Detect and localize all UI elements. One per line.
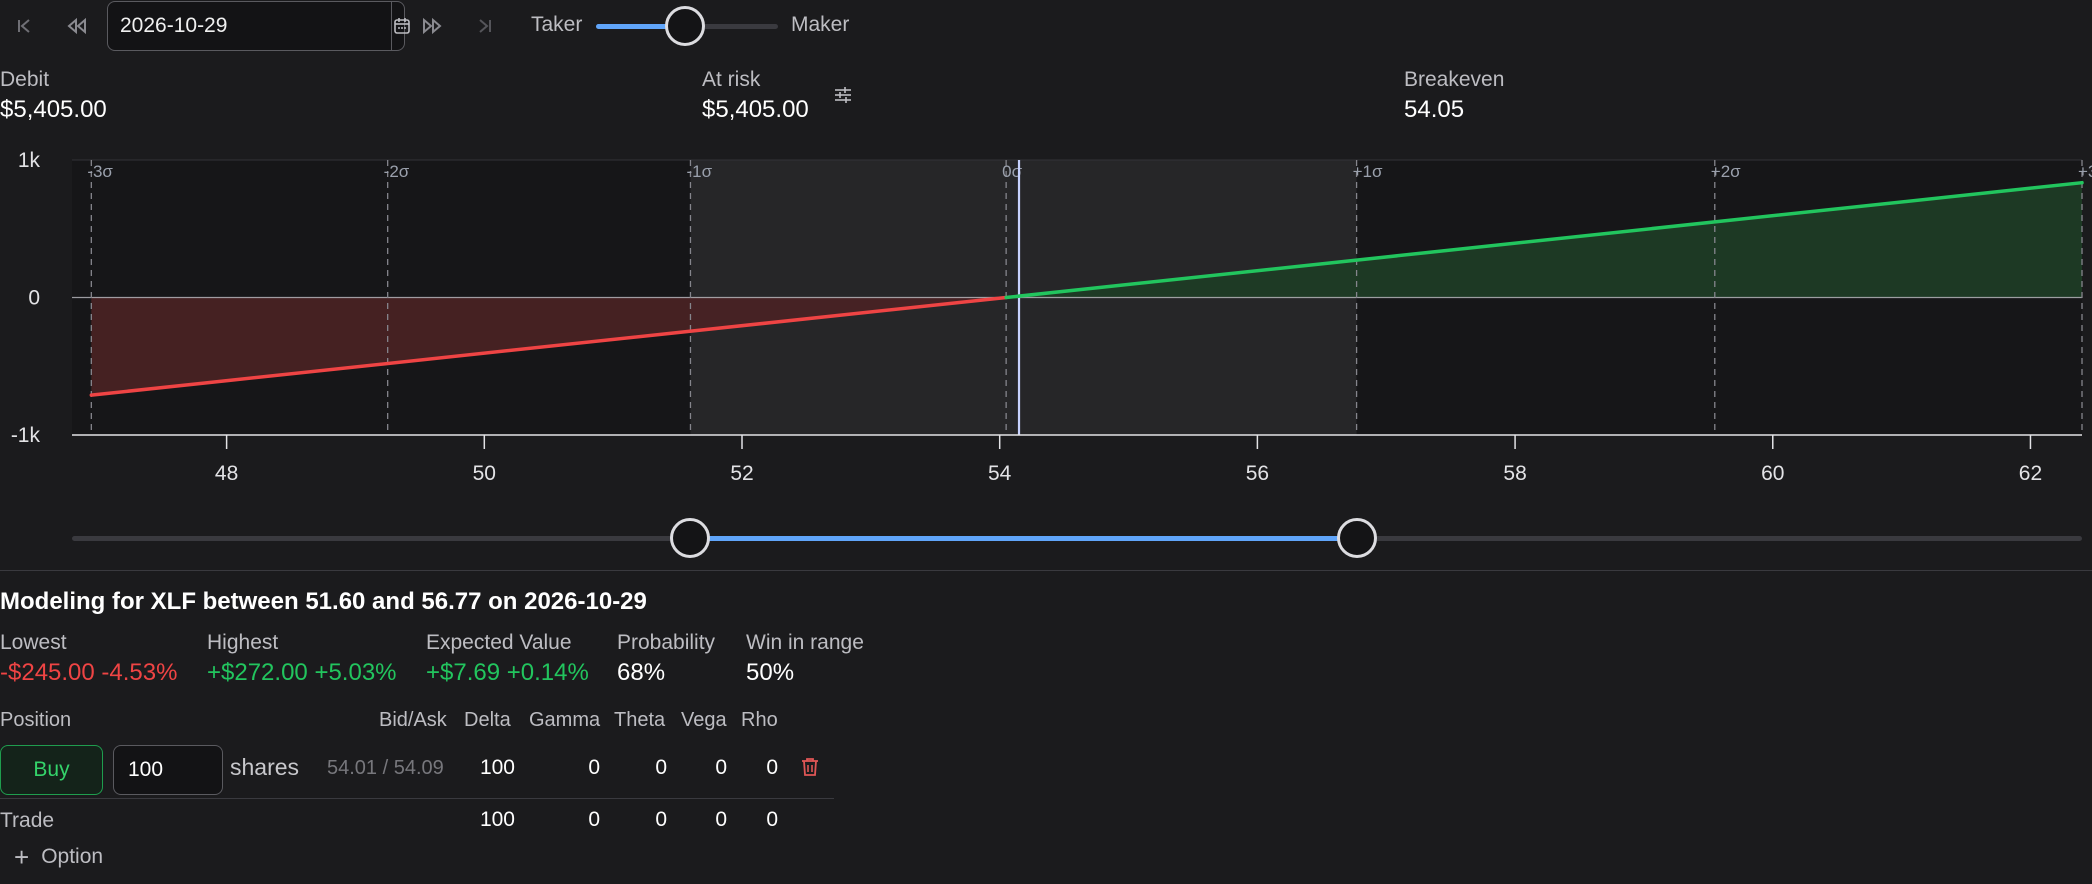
fee-slider[interactable] bbox=[596, 6, 778, 46]
highest-value: +$272.00 +5.03% bbox=[207, 659, 397, 686]
y-tick-label: 1k bbox=[18, 150, 41, 172]
x-tick-label: 52 bbox=[730, 462, 753, 485]
position-gamma: 0 bbox=[588, 756, 600, 779]
debit-label: Debit bbox=[0, 68, 50, 91]
breakeven-label: Breakeven bbox=[1404, 68, 1505, 91]
lowest-value: -$245.00 -4.53% bbox=[0, 659, 178, 686]
win-in-range-label: Win in range bbox=[746, 631, 864, 654]
date-input[interactable] bbox=[108, 2, 391, 50]
settings-sliders-icon[interactable] bbox=[832, 84, 854, 106]
add-option-button[interactable]: + Option bbox=[14, 842, 103, 872]
fee-slider-fill bbox=[596, 24, 686, 29]
position-theta: 0 bbox=[655, 756, 667, 779]
plus-icon: + bbox=[14, 842, 30, 872]
theta-header: Theta bbox=[614, 709, 666, 731]
sigma-label: -3σ bbox=[87, 162, 113, 181]
x-tick-label: 50 bbox=[473, 462, 496, 485]
x-tick-label: 60 bbox=[1761, 462, 1784, 485]
sigma-label: +3σ bbox=[2078, 162, 2092, 181]
delta-header: Delta bbox=[464, 709, 511, 731]
rewind-icon[interactable] bbox=[59, 8, 95, 44]
trade-theta: 0 bbox=[655, 808, 667, 831]
bidask-header: Bid/Ask bbox=[379, 709, 447, 731]
profit-line bbox=[1004, 180, 2084, 300]
shares-label: shares bbox=[230, 754, 300, 780]
table-divider bbox=[0, 798, 834, 799]
x-tick-label: 56 bbox=[1246, 462, 1269, 485]
trade-delta: 100 bbox=[479, 808, 515, 831]
fast-forward-icon[interactable] bbox=[414, 8, 450, 44]
bidask-value: 54.01 / 54.09 bbox=[327, 757, 444, 779]
buy-button[interactable]: Buy bbox=[0, 745, 103, 795]
calendar-icon[interactable] bbox=[391, 2, 412, 50]
skip-to-end-icon[interactable] bbox=[467, 8, 503, 44]
position-rho: 0 bbox=[766, 756, 778, 779]
sigma-label: 0σ bbox=[1002, 162, 1022, 181]
quantity-input[interactable] bbox=[113, 745, 223, 795]
range-slider-fill bbox=[690, 536, 1357, 541]
highest-label: Highest bbox=[207, 631, 279, 654]
fee-slider-thumb[interactable] bbox=[665, 6, 706, 46]
expected-value-value: +$7.69 +0.14% bbox=[426, 659, 589, 686]
range-low-thumb[interactable] bbox=[670, 518, 711, 558]
maker-label: Maker bbox=[791, 13, 850, 36]
sigma-label: +2σ bbox=[1711, 162, 1741, 181]
trade-gamma: 0 bbox=[588, 808, 600, 831]
range-slider[interactable] bbox=[72, 516, 2082, 560]
payoff-chart[interactable]: -3σ -2σ -1σ 0σ +1σ +2σ +3σ 48 50 52 54 56 58 60 62 1k 0 -… bbox=[0, 150, 2092, 500]
rho-header: Rho bbox=[741, 709, 778, 731]
x-tick-label: 54 bbox=[988, 462, 1012, 485]
date-picker[interactable] bbox=[107, 1, 410, 51]
expected-value-label: Expected Value bbox=[426, 631, 572, 654]
x-tick-label: 58 bbox=[1503, 462, 1526, 485]
lowest-label: Lowest bbox=[0, 631, 67, 654]
sigma-label: -2σ bbox=[384, 162, 410, 181]
y-tick-label: 0 bbox=[28, 287, 40, 310]
gamma-header: Gamma bbox=[529, 709, 601, 731]
breakeven-value: 54.05 bbox=[1404, 96, 1465, 123]
trade-rho: 0 bbox=[766, 808, 778, 831]
y-tick-label: -1k bbox=[11, 424, 41, 447]
add-option-label: Option bbox=[41, 845, 104, 868]
sigma-label: -1σ bbox=[686, 162, 712, 181]
skip-to-start-icon[interactable] bbox=[6, 8, 42, 44]
at-risk-value: $5,405.00 bbox=[702, 96, 809, 123]
debit-value: $5,405.00 bbox=[0, 96, 107, 123]
section-divider bbox=[0, 570, 2092, 571]
x-tick-label: 48 bbox=[215, 462, 238, 485]
taker-label: Taker bbox=[531, 13, 583, 36]
trade-vega: 0 bbox=[715, 808, 727, 831]
loss-line bbox=[89, 295, 1008, 397]
probability-label: Probability bbox=[617, 631, 716, 654]
x-tick-label: 62 bbox=[2019, 462, 2042, 485]
win-in-range-value: 50% bbox=[746, 659, 795, 686]
modeling-title: Modeling for XLF between 51.60 and 56.77… bbox=[0, 588, 647, 615]
position-header: Position bbox=[0, 709, 72, 731]
sigma-label: +1σ bbox=[1353, 162, 1383, 181]
trash-icon[interactable] bbox=[798, 755, 822, 779]
trade-label: Trade bbox=[0, 809, 55, 832]
position-vega: 0 bbox=[715, 756, 727, 779]
at-risk-label: At risk bbox=[702, 68, 761, 91]
position-delta: 100 bbox=[479, 756, 515, 779]
probability-value: 68% bbox=[617, 659, 666, 686]
vega-header: Vega bbox=[681, 709, 727, 731]
range-high-thumb[interactable] bbox=[1336, 518, 1377, 558]
